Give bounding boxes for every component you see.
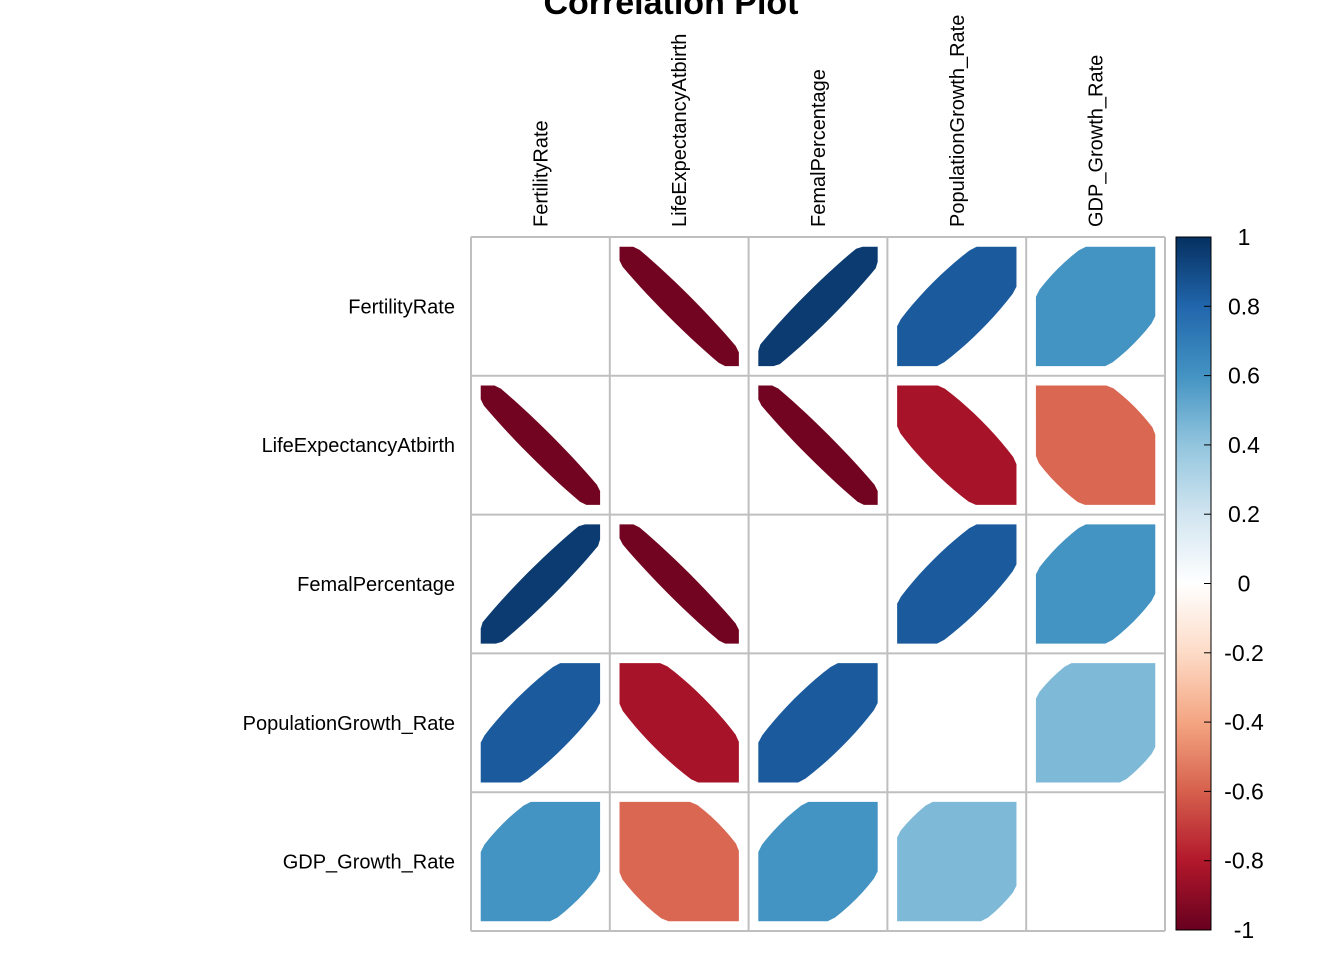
col-label: LifeExpectancyAtbirth: [669, 34, 691, 227]
row-label: FemalPercentage: [297, 574, 455, 596]
colorbar-tick-label: 0: [1238, 571, 1251, 597]
row-label: FertilityRate: [348, 296, 455, 318]
corr-ellipse-FertilityRate-FemalPercentage: [758, 246, 878, 367]
corr-ellipse-GDP_Growth_Rate-PopulationGrowth_Rate: [897, 801, 1017, 922]
corr-ellipse-LifeExpectancyAtbirth-FemalPercentage: [758, 385, 878, 505]
row-label: GDP_Growth_Rate: [283, 852, 455, 874]
corr-ellipse-FemalPercentage-LifeExpectancyAtbirth: [619, 524, 739, 644]
corr-ellipse-LifeExpectancyAtbirth-FertilityRate: [480, 385, 601, 505]
colorbar-tick-label: 1: [1238, 224, 1251, 250]
corr-ellipse-PopulationGrowth_Rate-LifeExpectancyAtbirth: [619, 663, 739, 783]
row-labels: FertilityRate LifeExpectancyAtbirth FemalP…: [243, 296, 455, 873]
corr-ellipse-LifeExpectancyAtbirth-PopulationGrowth_Rate: [897, 385, 1017, 505]
corr-ellipse-FertilityRate-PopulationGrowth_Rate: [897, 246, 1017, 367]
corr-ellipse-GDP_Growth_Rate-FertilityRate: [480, 801, 601, 922]
corr-ellipse-PopulationGrowth_Rate-GDP_Growth_Rate: [1035, 663, 1156, 783]
row-label: PopulationGrowth_Rate: [243, 713, 455, 735]
colorbar-tick-label: -0.8: [1224, 848, 1264, 874]
colorbar-tick-label: -1: [1234, 917, 1254, 943]
col-label: FertilityRate: [530, 120, 552, 227]
corr-ellipse-FemalPercentage-FertilityRate: [480, 524, 601, 644]
col-label: FemalPercentage: [808, 69, 830, 227]
corr-ellipse-PopulationGrowth_Rate-FemalPercentage: [758, 663, 878, 783]
row-label: LifeExpectancyAtbirth: [262, 435, 455, 457]
cells-layer: [480, 246, 1156, 922]
corr-ellipse-FertilityRate-LifeExpectancyAtbirth: [619, 246, 739, 367]
colorbar-tick-label: 0.4: [1228, 432, 1260, 458]
corr-ellipse-FemalPercentage-PopulationGrowth_Rate: [897, 524, 1017, 644]
colorbar-tick-label: 0.6: [1228, 363, 1260, 389]
corr-ellipse-FemalPercentage-GDP_Growth_Rate: [1035, 524, 1156, 644]
grid-layer: [470, 236, 1166, 932]
corr-ellipse-GDP_Growth_Rate-FemalPercentage: [758, 801, 878, 922]
col-labels: FertilityRate LifeExpectancyAtbirth FemalP…: [530, 15, 1107, 227]
col-label: GDP_Growth_Rate: [1086, 55, 1108, 227]
col-label: PopulationGrowth_Rate: [947, 15, 969, 227]
colorbar: 1 0.8 0.6 0.4 0.2 0 -0.2 -0.4 -0.6 -0.8 -1: [1175, 224, 1264, 943]
colorbar-tick-label: -0.2: [1224, 640, 1264, 666]
corr-ellipse-LifeExpectancyAtbirth-GDP_Growth_Rate: [1035, 385, 1156, 505]
corr-ellipse-PopulationGrowth_Rate-FertilityRate: [480, 663, 601, 783]
colorbar-tick-label: -0.6: [1224, 778, 1264, 804]
colorbar-tick-label: -0.4: [1224, 709, 1264, 735]
chart-title: Correlation Plot: [543, 0, 798, 22]
corr-ellipse-FertilityRate-GDP_Growth_Rate: [1035, 246, 1156, 367]
colorbar-tick-label: 0.2: [1228, 501, 1260, 527]
corr-ellipse-GDP_Growth_Rate-LifeExpectancyAtbirth: [619, 801, 739, 922]
colorbar-tick-label: 0.8: [1228, 293, 1260, 319]
